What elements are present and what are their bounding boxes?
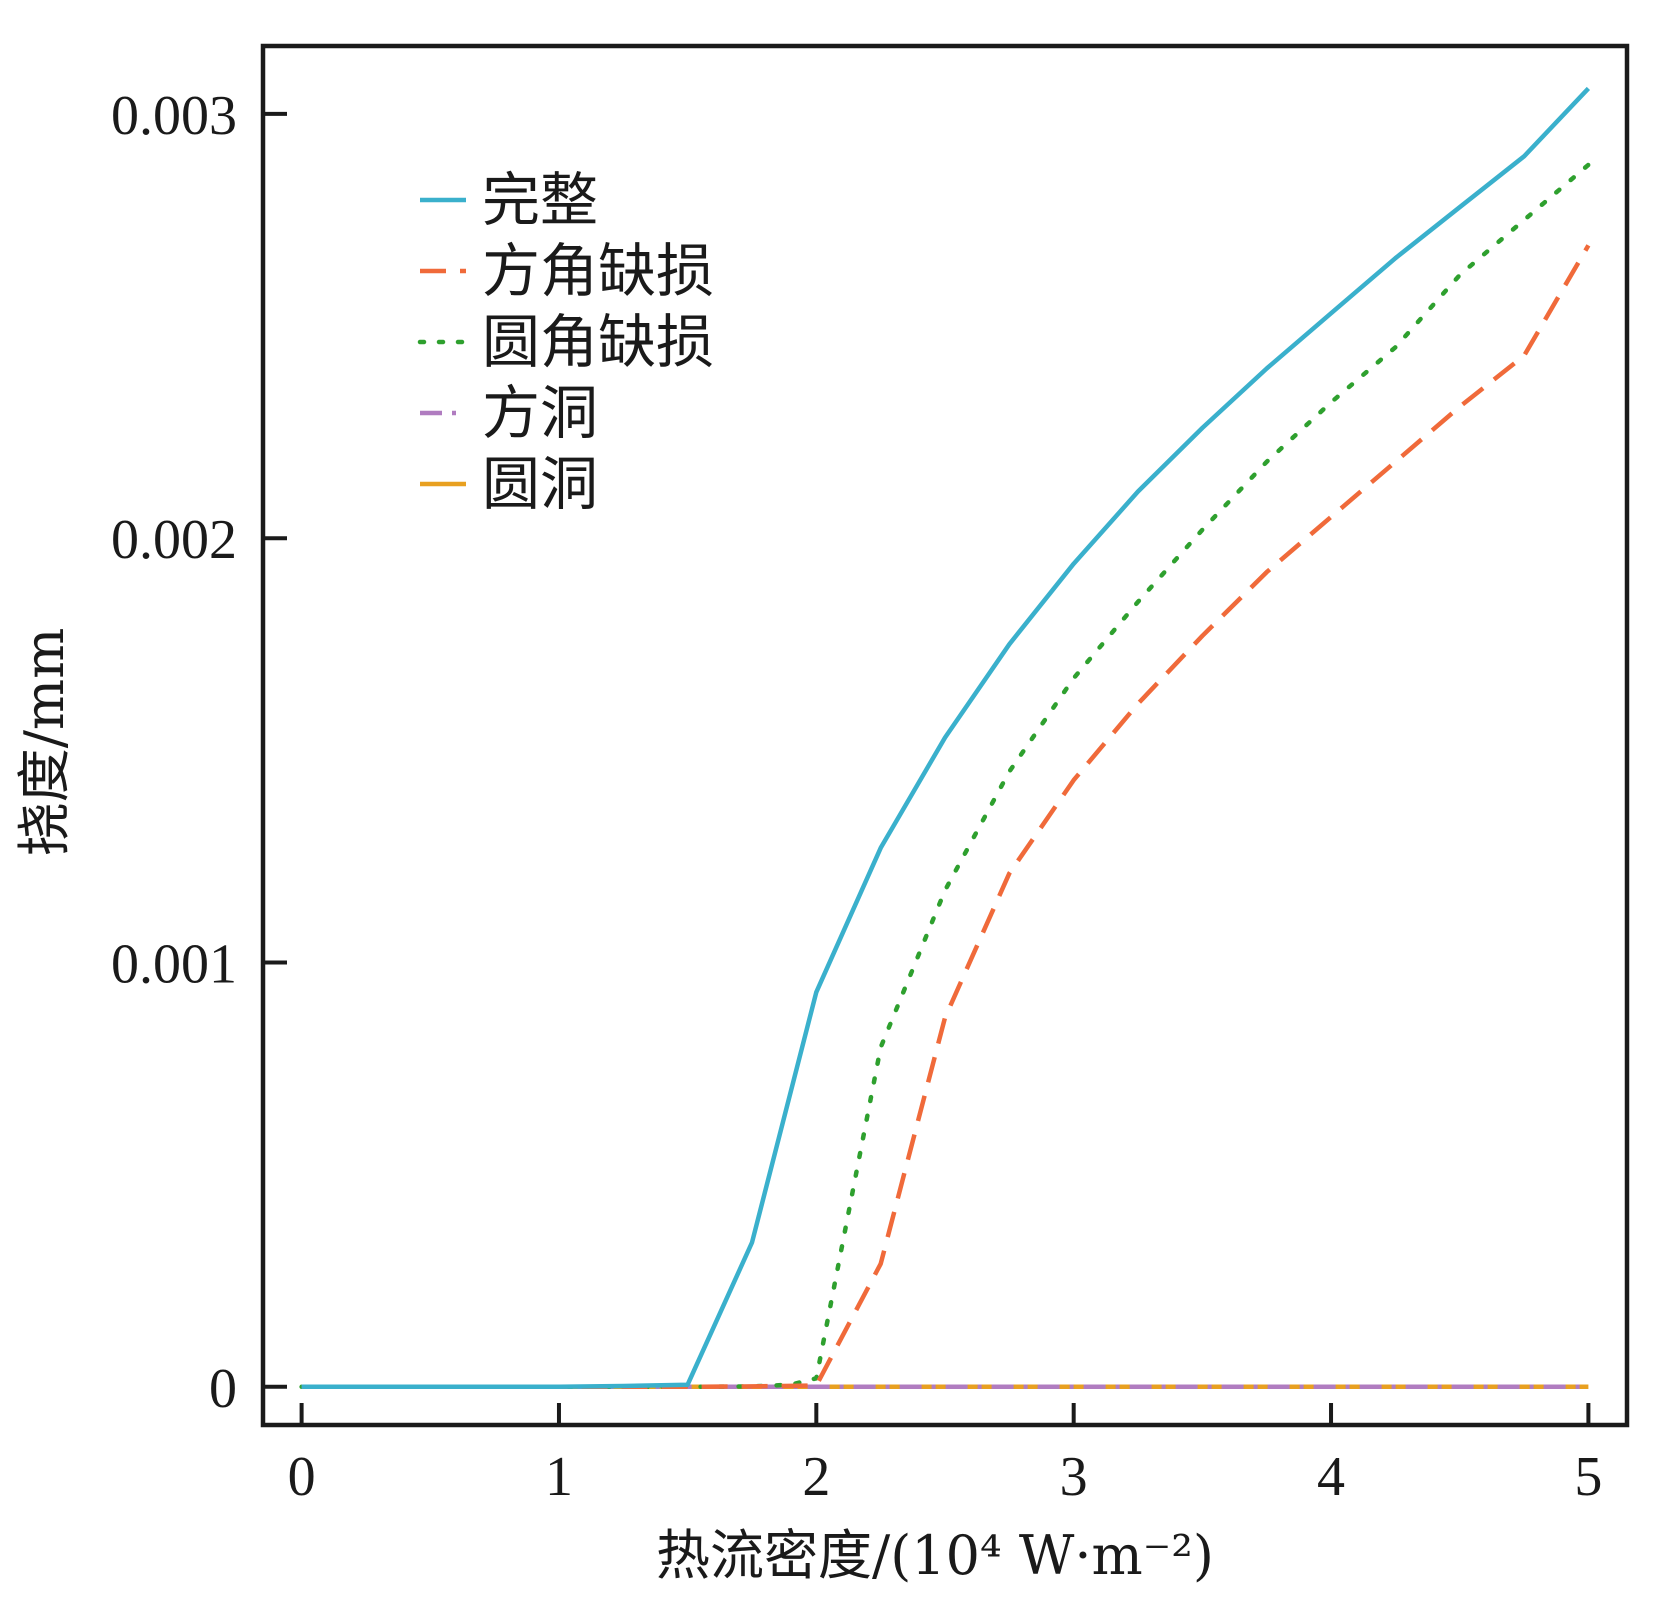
- series-line: [299, 162, 1591, 1390]
- y-tick-label: 0.001: [111, 934, 237, 996]
- series-layer: [299, 86, 1591, 1390]
- y-tick-label: 0.002: [111, 509, 237, 571]
- x-tick-label: 1: [545, 1446, 573, 1508]
- y-tick-label: 0.003: [111, 85, 237, 147]
- x-tick-label: 3: [1060, 1446, 1088, 1508]
- series-line: [301, 86, 1591, 1390]
- y-axis-title: 挠度/mm: [13, 628, 76, 857]
- legend-label: 方洞: [482, 379, 598, 447]
- legend-label: 圆洞: [482, 450, 598, 518]
- x-tick-label: 2: [802, 1446, 830, 1508]
- y-tick-label: 0: [209, 1358, 237, 1420]
- legend-label: 方角缺损: [482, 237, 714, 305]
- plot-frame: [260, 43, 1630, 1428]
- x-axis-title: 热流密度/(10⁴ W·m⁻²): [656, 1524, 1214, 1587]
- axis-layer: 0 1 2 3 4 5 0 0.001 0.002 0.003: [111, 85, 1602, 1508]
- x-tick-label: 5: [1574, 1446, 1602, 1508]
- x-tick-label: 0: [288, 1446, 316, 1508]
- legend-label: 完整: [482, 166, 598, 234]
- legend-label: 圆角缺损: [482, 308, 714, 376]
- x-tick-label: 4: [1317, 1446, 1345, 1508]
